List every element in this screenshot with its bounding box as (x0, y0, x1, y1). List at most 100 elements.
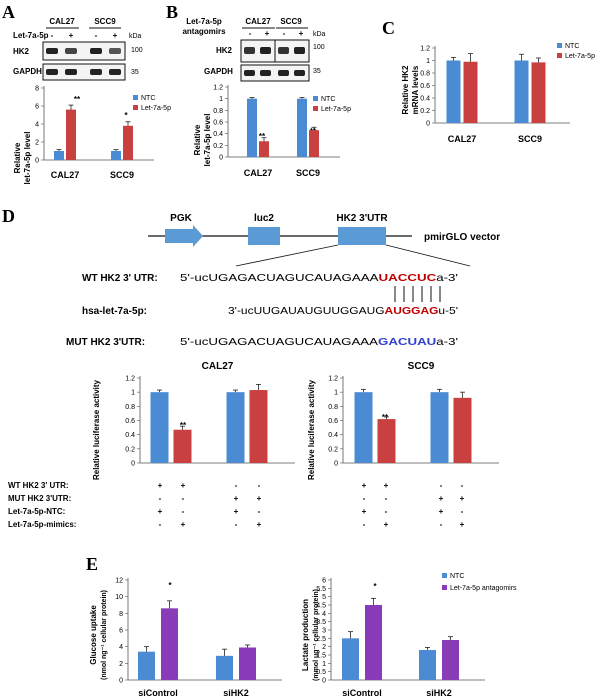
panel-d-sig-cal27: ** (180, 421, 187, 430)
category-label: siControl (138, 688, 178, 698)
y-tick-label: 8 (35, 86, 39, 93)
panel-b-ylabel-1: Relative (193, 124, 202, 155)
y-tick-label: 5.5 (316, 586, 326, 593)
bar-ntc (446, 60, 461, 123)
table-sign: - (159, 494, 162, 503)
panel-a-marker-100: 100 (131, 47, 143, 54)
table-sign: - (235, 481, 238, 490)
table-row-label: Let-7a-5p-NTC: (8, 507, 65, 516)
y-tick-label: 4 (322, 611, 326, 618)
category-label: SCC9 (518, 134, 542, 144)
bar-let-7a-5p-antagomirs (442, 640, 459, 680)
bar-series-1 (453, 397, 472, 463)
table-sign: - (461, 507, 464, 516)
panel-c-ylabel-1: Relative HK2 (401, 65, 410, 114)
panel-b-kda: kDa (313, 31, 326, 38)
mirna-label: hsa-let-7a-5p: (82, 306, 147, 317)
y-tick-label: 0 (322, 678, 326, 685)
legend-swatch (313, 106, 318, 111)
legend-swatch (557, 53, 562, 58)
category-label: SCC9 (296, 168, 320, 178)
bar-series-1 (173, 429, 192, 463)
table-sign: + (181, 481, 186, 490)
hk2-utr-box (338, 227, 386, 245)
panel-b-blot-hk2-image (240, 39, 310, 63)
chart-e-lactate: 0 0.511.5 22.53 3.544.5 55.56 siControl siHK2 N… (316, 573, 517, 698)
panel-a-sig-scc9: * (124, 111, 128, 120)
legend-label: Let-7a-5p (565, 53, 595, 60)
y-tick-label: 1 (426, 58, 430, 65)
bar-let-7a-5p (463, 61, 478, 123)
chart-title: CAL27 (202, 361, 234, 372)
panel-a-sign: + (113, 31, 118, 40)
panel-a-label: A (2, 2, 15, 22)
panel-a-blot-hk2-image (42, 41, 126, 61)
y-tick-label: 5 (322, 594, 326, 601)
y-tick-label: 4.5 (316, 603, 326, 610)
y-tick-label: 1 (334, 390, 338, 397)
table-sign: + (439, 494, 444, 503)
y-tick-label: 0 (131, 461, 135, 468)
y-tick-label: 3 (322, 628, 326, 635)
table-sign: - (258, 481, 261, 490)
legend-swatch (557, 43, 562, 48)
legend-swatch (133, 95, 138, 100)
luc2-box (248, 227, 280, 245)
panel-e-sig-glucose: * (168, 581, 172, 590)
legend-swatch (313, 96, 318, 101)
panel-d-sig-scc9: ** (382, 413, 389, 422)
bar-series-0 (226, 392, 245, 463)
panel-e-ylabel-lactate-2: (mmol ug⁻¹ cellular protein) (313, 589, 320, 681)
bar-ntc (54, 151, 64, 160)
legend-label: Let-7a-5p (141, 105, 171, 112)
mirna-sequence: 3'-ucUUGAUAUGUUGGAUG AUGGAG u-5' (228, 305, 458, 317)
table-sign: + (362, 507, 367, 516)
legend-swatch (442, 573, 447, 578)
panel-e-ylabel-glucose-2: (nmol ng⁻¹ cellular protein) (101, 590, 108, 680)
panel-a-cell-cal27: CAL27 (49, 17, 75, 26)
y-tick-label: 6 (322, 578, 326, 585)
panel-a-sign: - (95, 31, 98, 40)
table-sign: - (159, 520, 162, 529)
hk2-utr-label: HK2 3'UTR (336, 213, 388, 224)
table-sign: - (235, 520, 238, 529)
charts-layer: 0 2 4 6 8 CAL27 SCC9 NTC Let-7a-5p 0 0.2 0.4 0.6 0.8 1… (35, 43, 595, 698)
table-sign: - (440, 481, 443, 490)
y-tick-label: 8 (119, 611, 123, 618)
bar-ntc (111, 151, 121, 160)
y-tick-label: 12 (115, 578, 123, 585)
panel-b-blot-gapdh: GAPDH (204, 67, 233, 76)
table-row-label: WT HK2 3' UTR: (8, 481, 69, 490)
table-sign: + (384, 520, 389, 529)
y-tick-label: 1.2 (125, 376, 135, 383)
y-tick-label: 1 (131, 390, 135, 397)
y-tick-label: 4 (35, 122, 39, 129)
y-tick-label: 2 (322, 644, 326, 651)
category-label: CAL27 (244, 168, 273, 178)
table-sign: + (460, 494, 465, 503)
panel-b-marker-100: 100 (313, 44, 325, 51)
y-tick-label: 6 (35, 104, 39, 111)
bar-ntc (138, 651, 155, 680)
y-tick-label: 0.8 (125, 404, 135, 411)
y-tick-label: 0 (119, 678, 123, 685)
y-tick-label: 0 (334, 461, 338, 468)
y-tick-label: 1.2 (213, 85, 223, 92)
y-tick-label: 0.4 (328, 432, 338, 439)
y-tick-label: 0.4 (125, 432, 135, 439)
pgk-label: PGK (170, 213, 192, 224)
bar-series-0 (354, 392, 373, 463)
panel-b-sign: - (283, 29, 286, 38)
bar-series-1 (249, 390, 268, 463)
table-sign: - (461, 481, 464, 490)
panel-b-sig-cal27: ** (259, 132, 266, 141)
mut-utr-sequence: 5'-ucUGAGACUAGUCAUAGAAA GACUAU a-3' (180, 336, 458, 348)
table-sign: - (385, 507, 388, 516)
legend-label: NTC (450, 573, 464, 580)
panel-b-ylabel-2: let-7a-5p level (203, 114, 212, 167)
y-tick-label: 2 (35, 140, 39, 147)
y-tick-label: 0.4 (420, 96, 430, 103)
table-sign: - (182, 507, 185, 516)
table-sign: + (158, 507, 163, 516)
